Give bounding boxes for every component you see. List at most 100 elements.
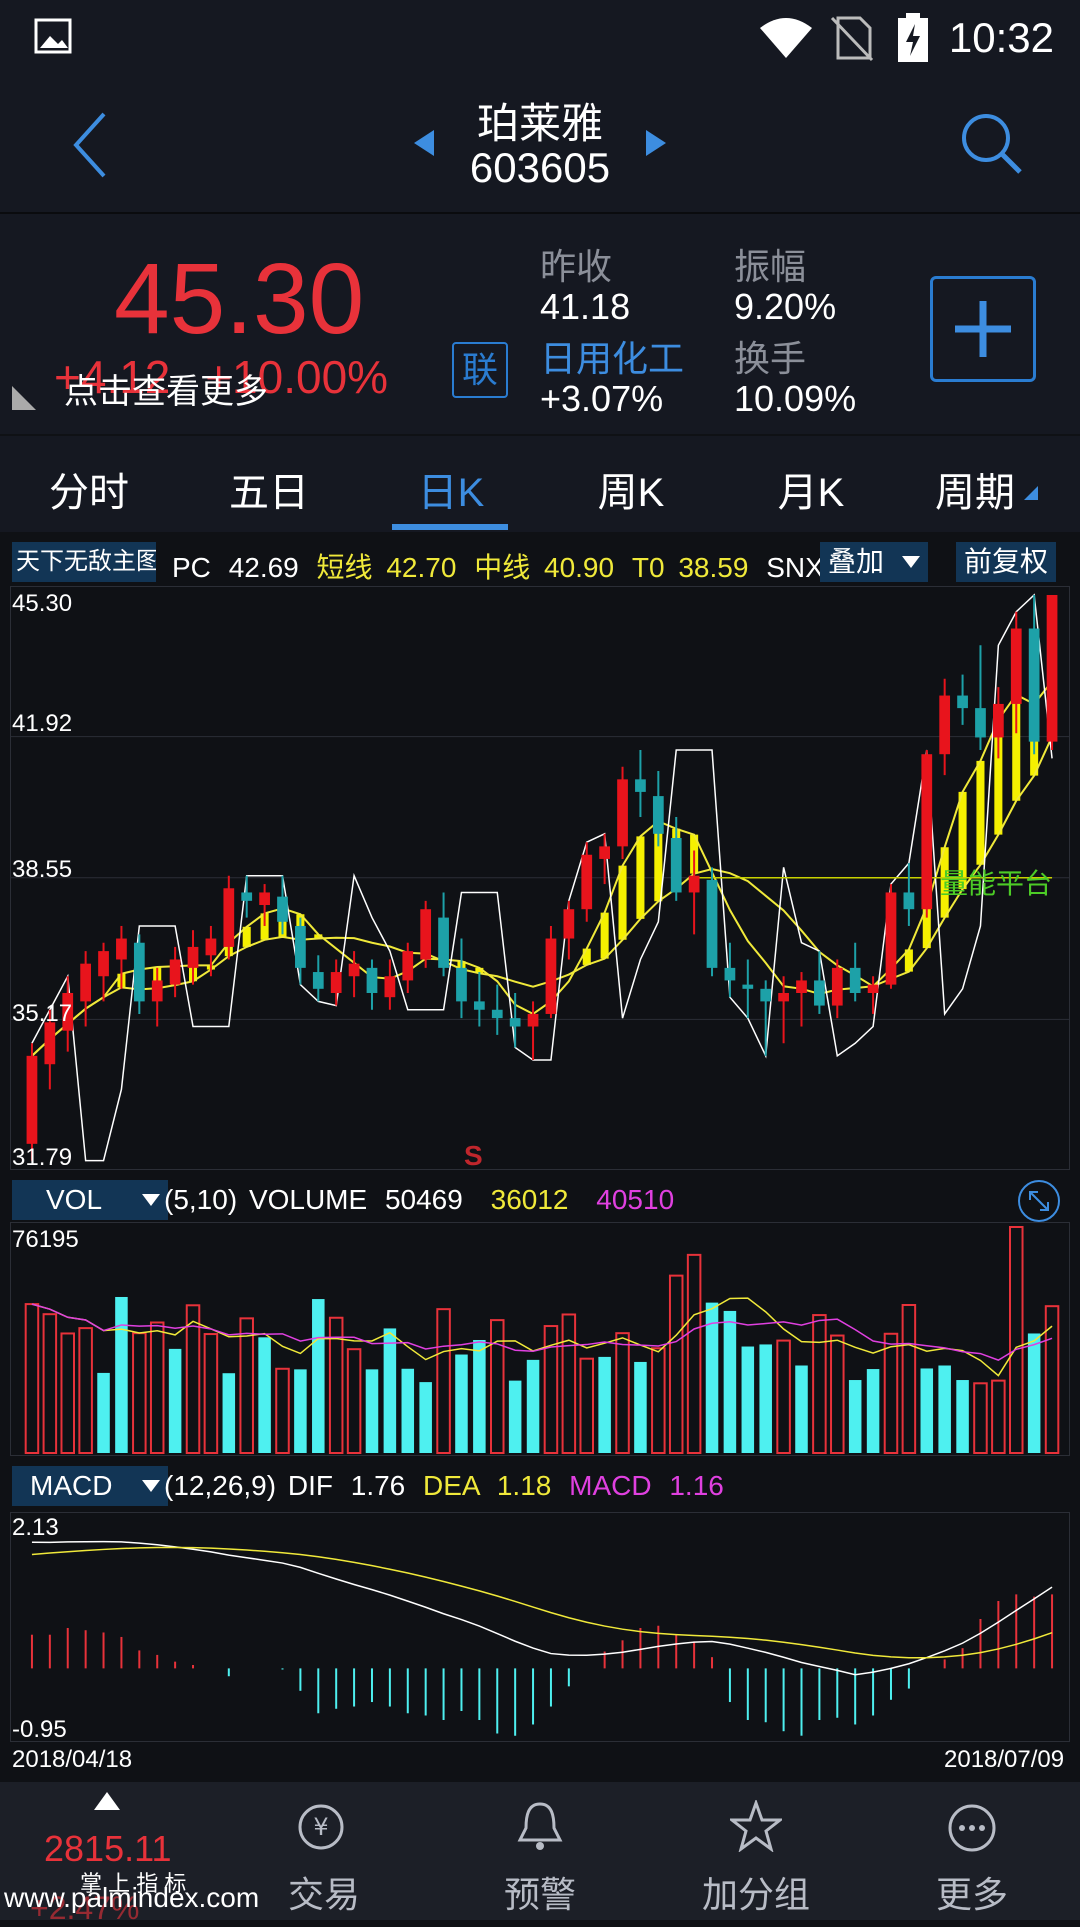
index-ticker[interactable]: 2815.11 掌 上 指 标 +2.47% www.palmindex.com — [0, 1782, 259, 1926]
prev-stock-icon[interactable] — [412, 128, 436, 158]
expand-icon[interactable] — [1016, 1178, 1062, 1224]
volume-value: 50469 — [384, 1184, 463, 1215]
linked-badge[interactable]: 联 — [452, 342, 508, 398]
macd-legend-values: (12,26,9) DIF 1.76 DEA 1.18 MACD 1.16 — [164, 1470, 724, 1502]
volume-bar — [956, 1380, 969, 1453]
search-icon[interactable] — [958, 110, 1024, 176]
candle-body — [438, 917, 449, 968]
candle-body — [849, 967, 861, 994]
tab-period-label: 周期 — [935, 471, 1015, 515]
adjust-mode-button[interactable]: 前复权 — [956, 542, 1057, 582]
amplitude-label: 振幅 — [734, 246, 807, 287]
vol-indicator-label: VOL — [46, 1184, 103, 1215]
change-percent: +10.00% — [205, 351, 389, 403]
candle-body — [939, 695, 951, 755]
macd-indicator-select[interactable]: MACD — [12, 1466, 168, 1506]
sell-signal: S — [464, 1140, 483, 1171]
candle-body — [456, 967, 467, 1002]
macd-indicator-label: MACD — [30, 1470, 113, 1501]
candle-body — [62, 993, 74, 1031]
channel-line — [31, 593, 1053, 1162]
short-line — [31, 680, 1053, 1057]
macd-chart — [30, 1540, 1054, 1736]
macd-chart-area[interactable] — [10, 1512, 1070, 1742]
snx-label: SNX — [766, 552, 824, 583]
volume-bar — [115, 1296, 128, 1453]
volume-bar — [132, 1332, 147, 1454]
candle-body — [527, 1013, 539, 1027]
candle-body — [921, 754, 933, 910]
volume-bar — [149, 1321, 165, 1454]
candle-body — [205, 938, 217, 956]
macd-max-label: 2.13 — [12, 1514, 59, 1541]
volume-bar — [579, 1357, 595, 1454]
vol-ma5-value: 36012 — [490, 1184, 569, 1215]
candle-body — [366, 967, 378, 994]
caret-up-icon — [94, 1792, 120, 1810]
battery-charging-icon — [898, 13, 928, 62]
t0-value: 38.59 — [678, 552, 749, 583]
tab-daily-k[interactable]: 日K — [417, 471, 485, 515]
candle-body — [509, 1018, 521, 1027]
back-icon[interactable] — [70, 110, 110, 180]
add-watchlist-button[interactable] — [930, 276, 1036, 382]
overlay-select[interactable]: 叠加 — [820, 542, 928, 582]
candle-body — [688, 875, 700, 893]
volume-bar — [668, 1274, 684, 1454]
mid-value: 40.90 — [544, 552, 615, 583]
vol-indicator-select[interactable]: VOL — [12, 1180, 168, 1220]
dif-line — [31, 1540, 1053, 1676]
nav-more[interactable]: 更多 — [892, 1782, 1052, 1920]
main-indicator-select[interactable]: 天下无敌主图2 — [12, 542, 156, 582]
tab-period[interactable]: 周期 — [900, 460, 1050, 518]
end-date: 2018/07/09 — [944, 1746, 1065, 1773]
nav-alert[interactable]: 预警 — [460, 1782, 620, 1920]
sector-link[interactable]: 日用化工 — [540, 338, 685, 379]
candle-body — [241, 892, 253, 901]
chevron-down-icon — [142, 1480, 160, 1492]
candle-body — [259, 892, 270, 906]
volume-chart — [24, 1226, 1060, 1455]
vol-legend-values: (5,10) VOLUME 50469 36012 40510 — [164, 1184, 674, 1216]
candle-body — [814, 980, 825, 1006]
nav-trade[interactable]: ¥ 交易 — [244, 1782, 404, 1920]
volume-bar — [401, 1368, 415, 1453]
candle-body — [330, 972, 342, 994]
volume-bar — [830, 1334, 845, 1454]
volume-bar — [222, 1373, 236, 1453]
volume-bar — [973, 1382, 988, 1454]
candle-body — [80, 963, 92, 1002]
turnover-label: 换手 — [734, 338, 807, 379]
volume-bar — [615, 1332, 630, 1454]
candle-body — [581, 854, 593, 910]
tab-intraday[interactable]: 分时 — [49, 471, 129, 515]
volume-bar — [1008, 1226, 1024, 1454]
pc-label: PC — [172, 552, 211, 583]
volume-bar — [866, 1369, 880, 1453]
candle-body — [98, 951, 109, 977]
volume-bar — [651, 1347, 666, 1454]
candle-body — [760, 988, 772, 1002]
nav-more-label: 更多 — [935, 1874, 1008, 1915]
bottom-nav: 2815.11 掌 上 指 标 +2.47% www.palmindex.com… — [0, 1782, 1080, 1926]
dea-line — [31, 1546, 1053, 1659]
next-stock-icon[interactable] — [644, 128, 668, 158]
svg-text:¥: ¥ — [313, 1813, 328, 1841]
kline-chart-area[interactable] — [10, 586, 1070, 1170]
tab-weekly-k[interactable]: 周K — [597, 471, 665, 515]
view-more-link[interactable]: 点击查看更多 — [64, 373, 268, 411]
volume-bar — [634, 1361, 647, 1453]
tab-monthly-k[interactable]: 月K — [777, 471, 845, 515]
volume-chart-area[interactable] — [10, 1222, 1070, 1456]
volume-bar — [78, 1327, 93, 1454]
vol-ma10-line — [31, 1303, 1053, 1361]
candle-body — [1010, 628, 1022, 704]
tab-five-day[interactable]: 五日 — [229, 471, 309, 515]
header: 珀莱雅 603605 — [0, 80, 1080, 214]
candle-body — [796, 980, 807, 994]
candle-body — [116, 938, 127, 960]
volume-bar — [883, 1332, 899, 1454]
main-legend-values: PC 42.69 短线 42.70 中线 40.90 T0 38.59 SNX — [172, 546, 824, 586]
volume-bar — [508, 1380, 522, 1453]
nav-add-group[interactable]: 加分组 — [676, 1782, 836, 1920]
